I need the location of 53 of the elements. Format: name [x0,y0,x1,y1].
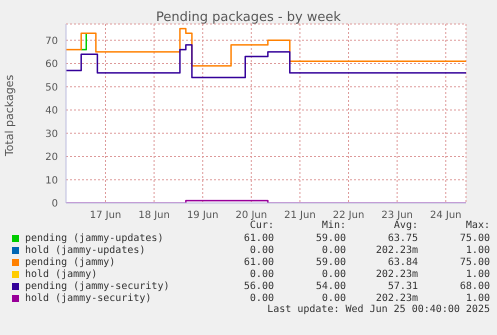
y-tick-label: 0 [52,198,58,210]
text: 1.00 [464,244,490,256]
y-tick-label: 40 [45,106,58,117]
text: 202.23m [374,268,418,280]
text: 75.00 [458,232,490,244]
text: 68.00 [458,280,490,292]
y-axis-title: Total packages [4,74,17,156]
text: 56.00 [242,280,274,292]
text: Min: [320,220,346,232]
legend-label: hold (jammy) [25,268,98,280]
legend-label: hold (jammy-updates) [25,244,146,256]
text: 59.00 [314,232,346,244]
chart-title: Pending packages - by week [155,10,342,25]
y-tick-label: 70 [45,36,58,47]
text: 63.75 [386,232,418,244]
text: 1.00 [464,268,490,280]
y-tick-label: 60 [45,59,58,70]
y-tick-label: 50 [45,82,58,94]
text: 75.00 [458,256,490,268]
y-tick-label: 10 [45,175,58,186]
text: 0.00 [248,244,274,256]
legend-label: pending (jammy-updates) [25,232,164,244]
x-tick-label: 21 Jun [284,210,316,222]
text: Cur: [248,220,274,232]
legend-label: pending (jammy) [25,256,116,268]
text: 202.23m [374,244,418,256]
text: 57.31 [386,280,418,292]
text: 0.00 [248,292,274,304]
text: Avg: [392,220,418,232]
text: 59.00 [314,256,346,268]
text: 0.00 [320,292,346,304]
text: 0.00 [320,268,346,280]
x-tick-label: 22 Jun [332,210,364,222]
x-tick-label: 20 Jun [236,210,268,222]
legend-label: pending (jammy-security) [25,280,170,292]
text: 1.00 [464,292,490,304]
x-tick-label: 17 Jun [90,210,122,222]
text: Last update: Wed Jun 25 00:40:00 2025 [266,304,490,316]
text: 61.00 [242,256,274,268]
x-tick-label: 23 Jun [381,210,413,222]
legend-label: hold (jammy-security) [25,292,152,304]
x-tick-label: 24 Jun [430,210,462,222]
text: 202.23m [374,292,418,304]
text: Max: [464,220,490,232]
x-tick-label: 18 Jun [138,210,170,222]
text: 63.84 [386,256,418,268]
y-tick-label: 30 [45,128,58,140]
text: 61.00 [242,232,274,244]
text: 0.00 [320,244,346,256]
y-tick-label: 20 [45,152,58,164]
text: 54.00 [314,280,346,292]
x-tick-label: 19 Jun [186,210,218,222]
text: 0.00 [248,268,274,280]
